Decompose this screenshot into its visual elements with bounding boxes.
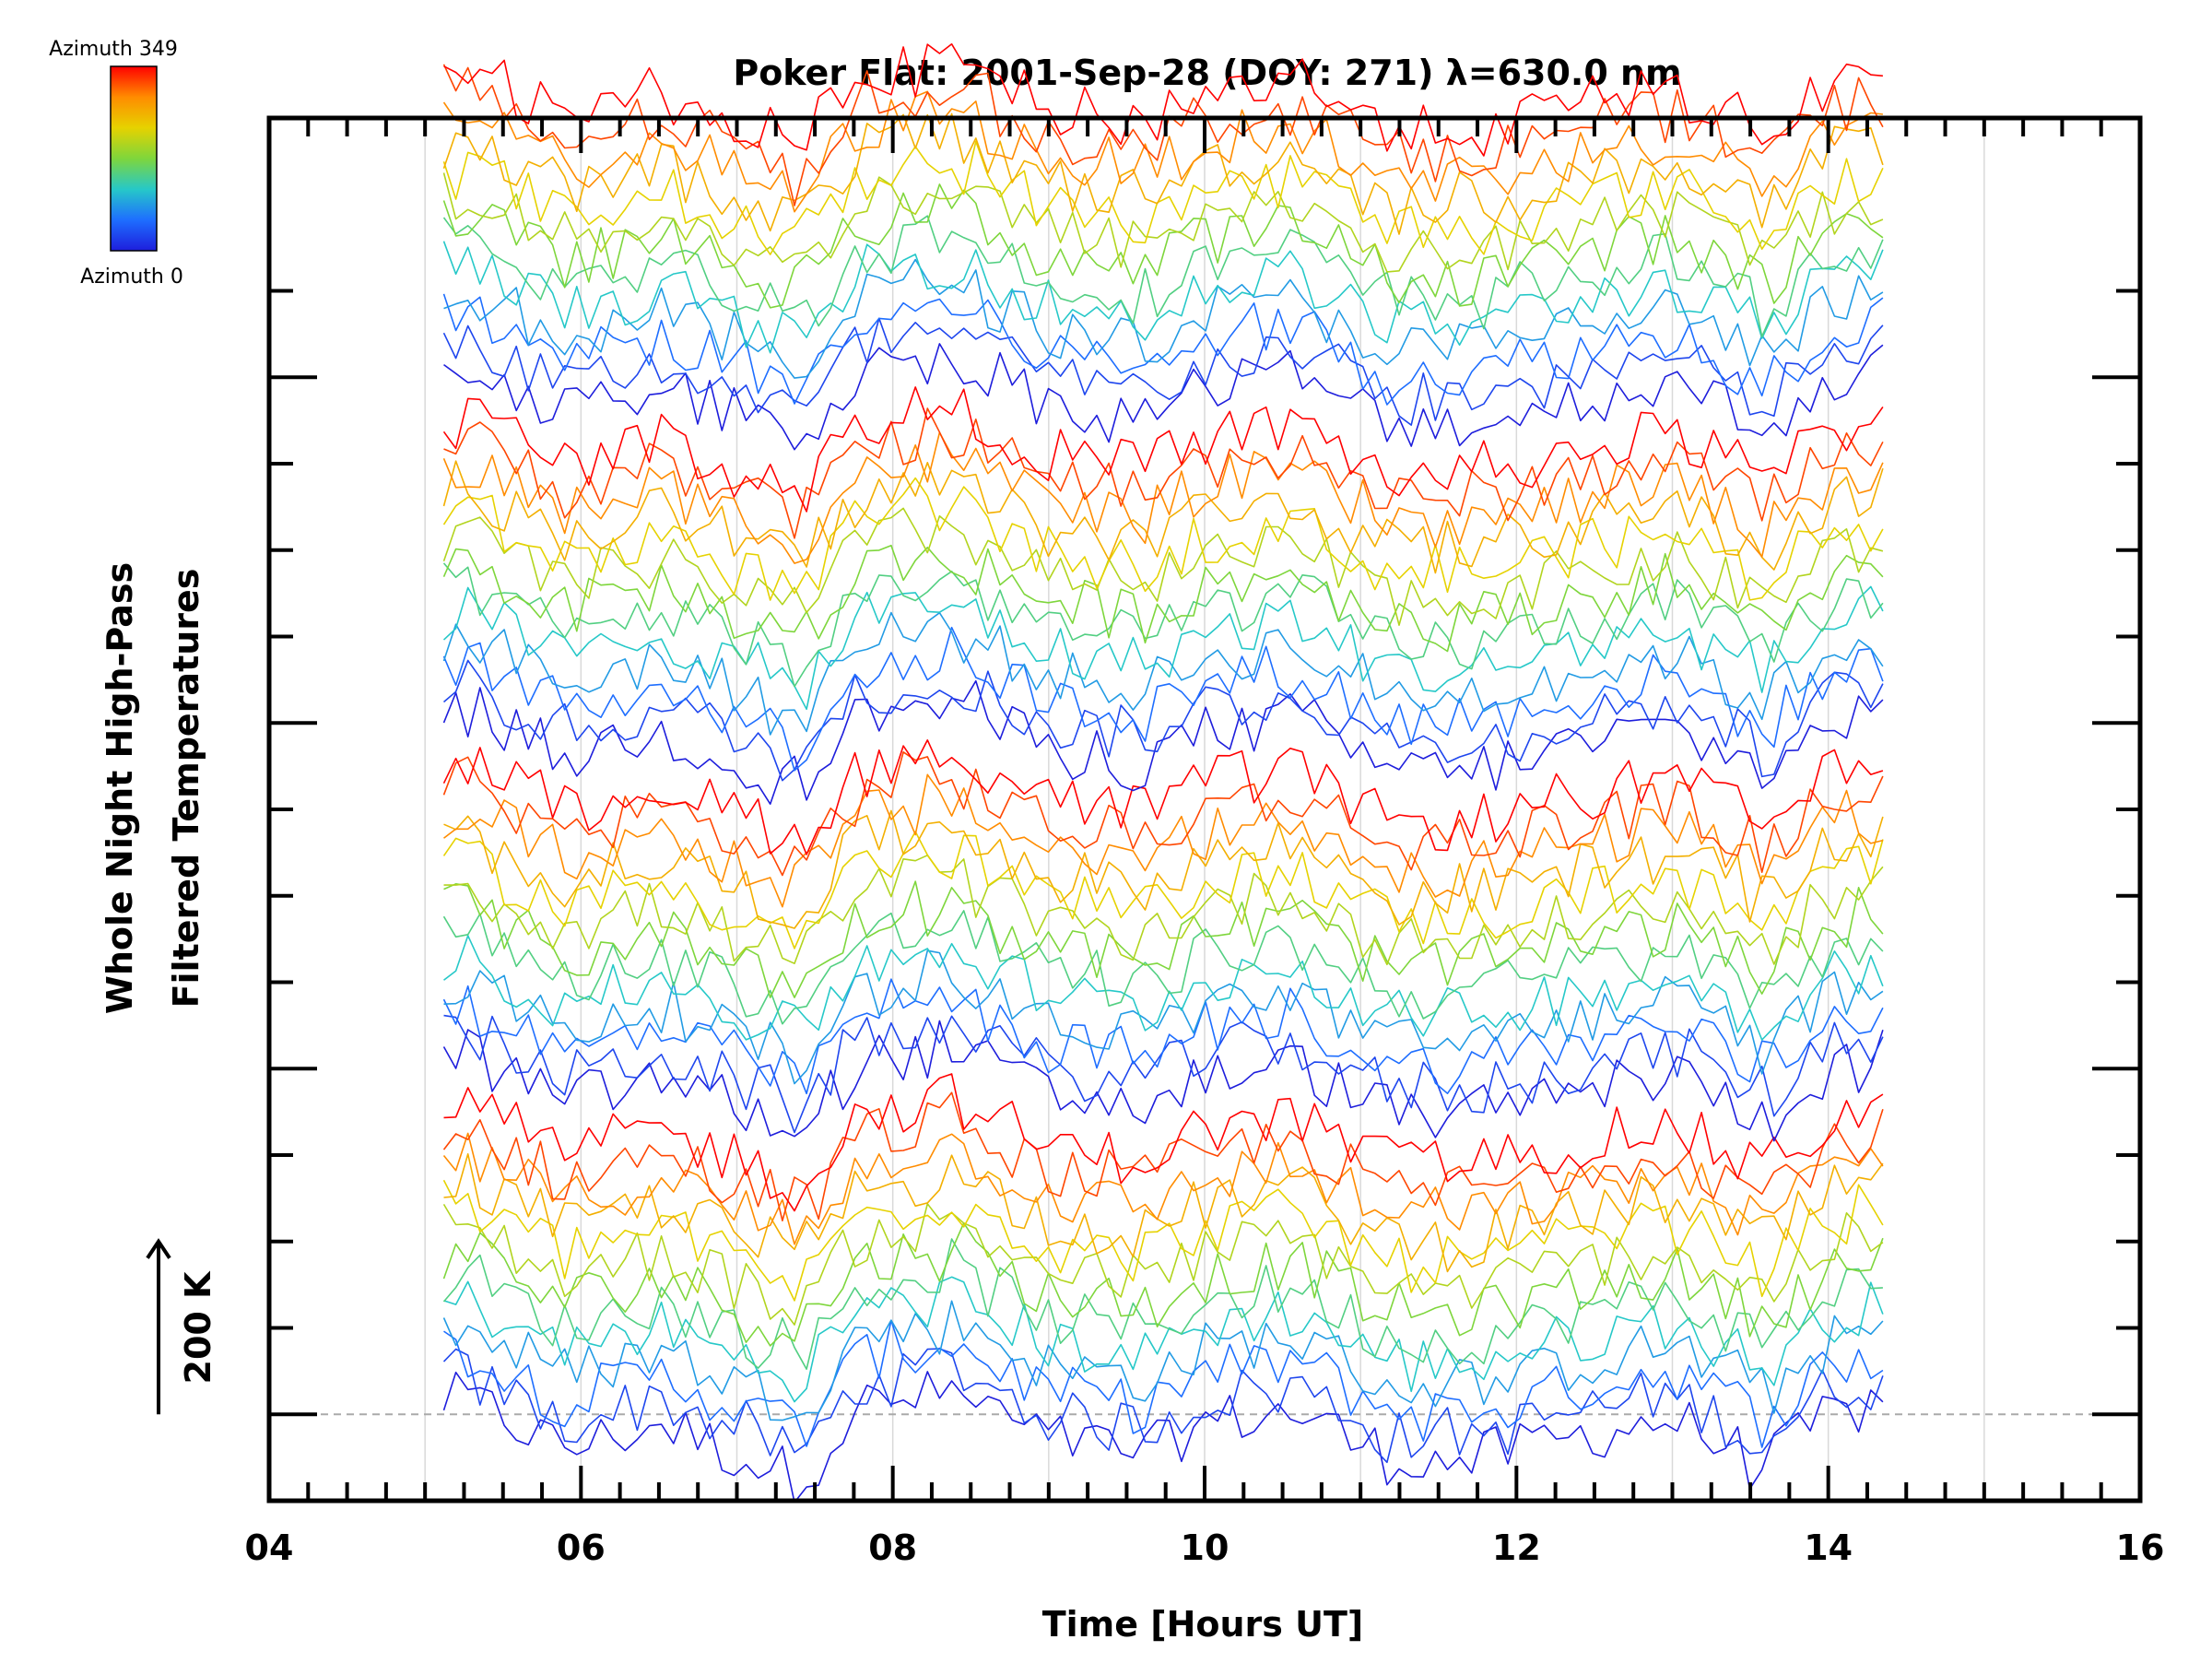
colorbar xyxy=(110,65,158,252)
colorbar-max-label: Azimuth 349 xyxy=(49,38,178,61)
scale-label: 200 K xyxy=(178,1270,218,1385)
series-line xyxy=(442,460,1884,574)
series-line xyxy=(443,1276,1884,1403)
series-line xyxy=(443,1073,1884,1212)
series-line xyxy=(442,1300,1884,1421)
series-line xyxy=(442,1203,1884,1326)
series-line xyxy=(443,42,1883,157)
series-line xyxy=(442,1221,1884,1347)
tick-layer: 04 06 08 10 12 14 16 xyxy=(245,118,2165,1568)
series-line xyxy=(442,477,1884,601)
series-line xyxy=(443,880,1884,998)
series-line xyxy=(443,1153,1884,1273)
series-line xyxy=(442,585,1884,711)
series-line xyxy=(442,64,1884,206)
series-line xyxy=(442,978,1884,1095)
y-axis-label-line1: Whole Night High-Pass xyxy=(100,562,140,1014)
series-line xyxy=(442,215,1884,337)
x-tick-label: 04 xyxy=(245,1527,294,1568)
series-line xyxy=(443,1014,1884,1134)
series-line xyxy=(443,949,1884,1085)
chart-title: Poker Flat: 2001-Sep-28 (DOY: 271) λ=630… xyxy=(733,53,1681,93)
series-line xyxy=(442,241,1884,354)
series-line xyxy=(442,1020,1884,1142)
colorbar-min-label: Azimuth 0 xyxy=(80,265,183,289)
y-axis-label-line2: Filtered Temperatures xyxy=(166,569,206,1008)
series-line xyxy=(442,183,1884,309)
series-line xyxy=(442,1091,1884,1221)
series-line xyxy=(442,1179,1884,1302)
x-tick-label: 10 xyxy=(1181,1527,1230,1568)
series-line xyxy=(442,611,1884,736)
series-layer xyxy=(442,42,1884,1504)
series-line xyxy=(442,317,1884,426)
series-line xyxy=(443,854,1884,966)
series-line xyxy=(443,773,1884,908)
series-line xyxy=(442,507,1884,627)
x-tick-label: 14 xyxy=(1804,1527,1853,1568)
series-line xyxy=(442,431,1884,564)
x-tick-label: 06 xyxy=(557,1527,606,1568)
series-line xyxy=(442,293,1884,406)
series-line xyxy=(442,140,1884,255)
series-line xyxy=(443,258,1884,379)
scale-arrow-head xyxy=(146,1238,171,1259)
x-tick-label: 08 xyxy=(868,1527,917,1568)
series-line xyxy=(443,407,1884,539)
series-line xyxy=(442,626,1884,772)
series-line xyxy=(443,1319,1884,1448)
series-line xyxy=(442,910,1884,1025)
series-line xyxy=(442,659,1884,782)
series-line xyxy=(442,90,1883,213)
x-tick-label: 16 xyxy=(2116,1527,2165,1568)
series-line xyxy=(442,1238,1883,1370)
series-line xyxy=(443,935,1884,1041)
series-line xyxy=(442,562,1884,688)
series-line xyxy=(442,831,1884,949)
series-line xyxy=(442,544,1884,653)
series-line xyxy=(443,809,1884,929)
scale-arrow xyxy=(146,1238,171,1415)
series-line xyxy=(442,738,1884,855)
x-axis-label: Time [Hours UT] xyxy=(1042,1604,1364,1645)
series-line xyxy=(442,386,1884,513)
series-line xyxy=(442,172,1884,273)
series-line xyxy=(443,343,1884,451)
series-line xyxy=(442,1348,1884,1464)
series-line xyxy=(442,1371,1884,1504)
x-tick-label: 12 xyxy=(1492,1527,1541,1568)
series-line xyxy=(442,112,1884,235)
